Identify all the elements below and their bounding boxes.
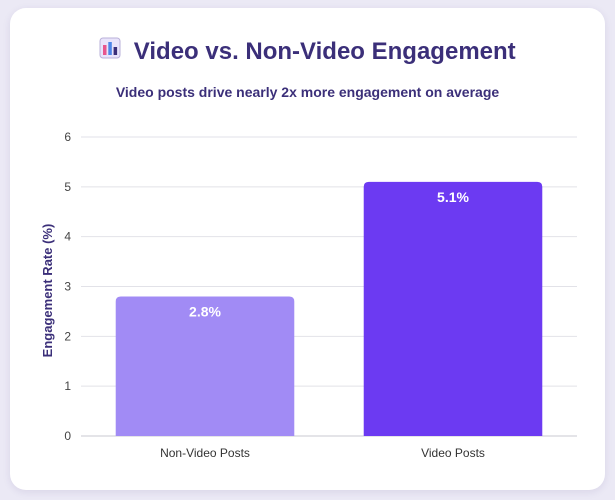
chart-title: Video vs. Non-Video Engagement [133, 38, 516, 65]
chart-subtitle: Video posts drive nearly 2x more engagem… [115, 84, 500, 100]
bar-non-video-posts[interactable] [115, 296, 295, 436]
labels: 0 1 2 3 4 5 6 Engagement Rate (%) 2.8% Non-Video … [40, 130, 485, 460]
data-label: 2.8% [189, 303, 221, 319]
title-row: Video vs. Non-Video Engagement [10, 37, 605, 66]
x-tick-label: Video Posts [421, 446, 485, 460]
y-tick-label: 5 [64, 180, 71, 194]
bar-chart-icon [99, 37, 121, 64]
y-tick-label: 6 [64, 130, 71, 144]
bars [115, 181, 543, 436]
bar-video-posts[interactable] [363, 181, 543, 436]
y-tick-label: 0 [64, 429, 71, 443]
y-axis-title: Engagement Rate (%) [40, 224, 55, 358]
y-tick-label: 2 [64, 329, 71, 343]
y-tick-label: 4 [64, 230, 71, 244]
y-tick-label: 1 [64, 379, 71, 393]
x-tick-label: Non-Video Posts [160, 446, 250, 460]
data-label: 5.1% [437, 189, 469, 205]
y-tick-label: 3 [64, 280, 71, 294]
